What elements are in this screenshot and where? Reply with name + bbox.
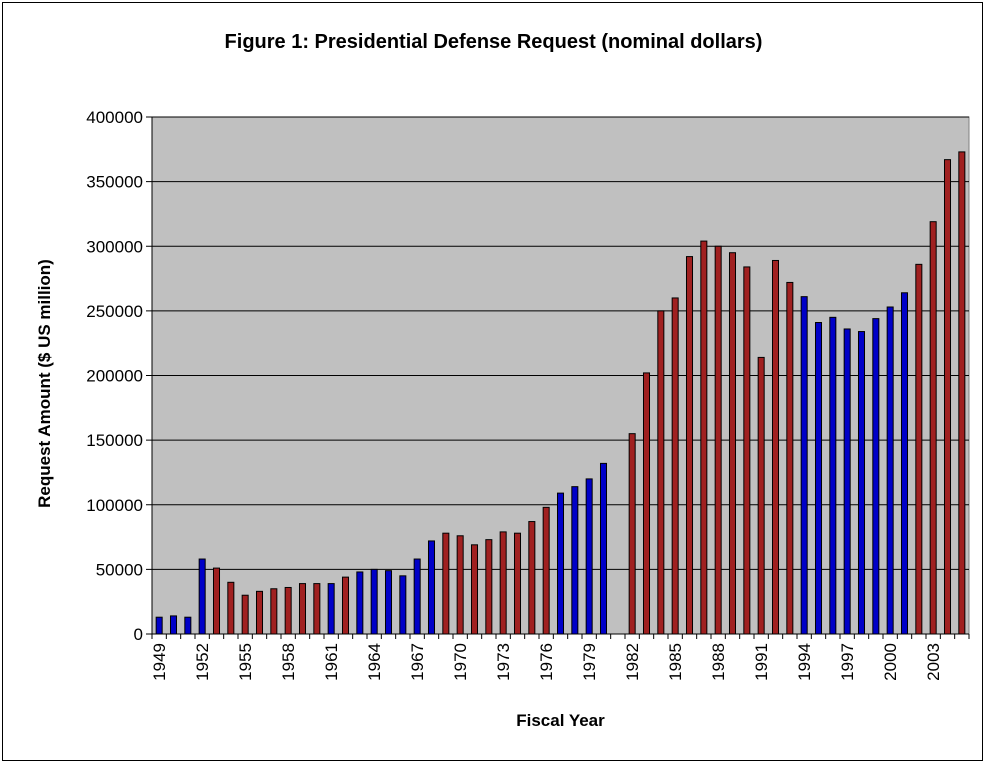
bar-1997 [843, 328, 851, 635]
bar-1974 [513, 532, 522, 635]
x-tick-label: 2003 [924, 643, 943, 681]
bar-1972 [485, 539, 493, 635]
y-tick-label: 100000 [86, 496, 143, 515]
bar-1983 [642, 372, 651, 635]
bar-1990 [743, 266, 751, 635]
bar-1987 [700, 240, 708, 635]
bar-1970 [456, 535, 464, 635]
bar-1995 [814, 322, 823, 635]
bar-2002 [915, 263, 923, 635]
bar-1969 [442, 532, 450, 635]
bar-1967 [413, 558, 421, 635]
y-tick-label: 250000 [86, 302, 143, 321]
bar-1982 [628, 433, 636, 635]
x-tick-label: 1970 [451, 643, 470, 681]
x-tick-label: 1985 [666, 643, 685, 681]
bar-1952 [198, 558, 206, 635]
x-axis-title: Fiscal Year [516, 711, 605, 730]
bar-1993 [786, 281, 794, 635]
x-tick-label: 1979 [580, 643, 599, 681]
x-tick-label: 1952 [193, 643, 212, 681]
bar-1999 [872, 318, 880, 635]
x-tick-label: 1982 [623, 643, 642, 681]
x-tick-label: 1964 [365, 643, 384, 681]
y-tick-label: 300000 [86, 237, 143, 256]
bar-1957 [270, 588, 278, 635]
x-axis-ticks: 1949 1952 1955 1958 1961 1964 1967 1970 1973 1976… [150, 634, 970, 681]
bar-1955 [241, 594, 249, 635]
y-axis-ticks: 0 50000 100000 150000 200000 250000 300000 3500… [86, 108, 152, 644]
bar-1977 [556, 492, 565, 635]
bar-2000 [886, 306, 894, 635]
bar-1980 [599, 462, 608, 635]
bar-1998 [857, 331, 866, 635]
bar-1984 [657, 310, 665, 635]
x-tick-label: 1991 [752, 643, 771, 681]
y-tick-label: 50000 [96, 560, 143, 579]
bar-1996 [829, 316, 837, 635]
y-tick-label: 0 [134, 625, 143, 644]
bar-1949 [155, 616, 163, 635]
bar-1975 [528, 521, 536, 635]
bar-1992 [771, 259, 780, 635]
x-tick-label: 1994 [795, 643, 814, 681]
bar-1985 [671, 297, 679, 635]
bar-1960 [313, 583, 321, 635]
y-tick-label: 350000 [86, 173, 143, 192]
bar-1978 [571, 486, 579, 635]
x-tick-label: 1967 [408, 643, 427, 681]
bar-1979 [585, 478, 593, 635]
bar-1953 [212, 567, 221, 635]
bar-1950 [169, 615, 178, 635]
x-tick-label: 1973 [494, 643, 513, 681]
chart-title: Figure 1: Presidential Defense Request (… [224, 31, 763, 53]
bar-1971 [470, 544, 479, 635]
y-tick-label: 400000 [86, 108, 143, 127]
bar-1962 [341, 576, 350, 635]
bar-1959 [298, 583, 307, 635]
bar-undefined [958, 151, 966, 635]
x-tick-label: 1976 [537, 643, 556, 681]
bar-2001 [900, 292, 909, 635]
x-tick-label: 1955 [236, 643, 255, 681]
x-tick-label: 1997 [838, 643, 857, 681]
bar-1956 [255, 590, 264, 635]
y-axis-title: Request Amount ($ US million) [35, 259, 54, 508]
bar-2004 [943, 159, 952, 635]
x-tick-label: 1988 [709, 643, 728, 681]
bar-1989 [728, 252, 737, 635]
bar-1958 [284, 586, 292, 635]
bar-1976 [542, 506, 550, 635]
y-tick-label: 150000 [86, 431, 143, 450]
bar-1951 [184, 616, 192, 635]
bar-1966 [399, 575, 407, 635]
bar-1988 [714, 245, 722, 635]
bar-1963 [356, 571, 364, 635]
bar-1961 [327, 583, 335, 635]
bars [155, 151, 966, 635]
x-tick-label: 1961 [322, 643, 341, 681]
bar-1986 [685, 256, 694, 635]
bar-1973 [499, 531, 507, 635]
bar-2003 [929, 221, 937, 635]
bar-1965 [384, 570, 393, 635]
bar-1968 [427, 540, 436, 635]
x-tick-label: 1949 [150, 643, 169, 681]
bar-1964 [370, 568, 378, 635]
x-tick-label: 2000 [881, 643, 900, 681]
x-tick-label: 1958 [279, 643, 298, 681]
y-tick-label: 200000 [86, 367, 143, 386]
bar-1994 [800, 296, 808, 635]
bar-1991 [757, 356, 765, 635]
bar-1954 [227, 581, 235, 635]
